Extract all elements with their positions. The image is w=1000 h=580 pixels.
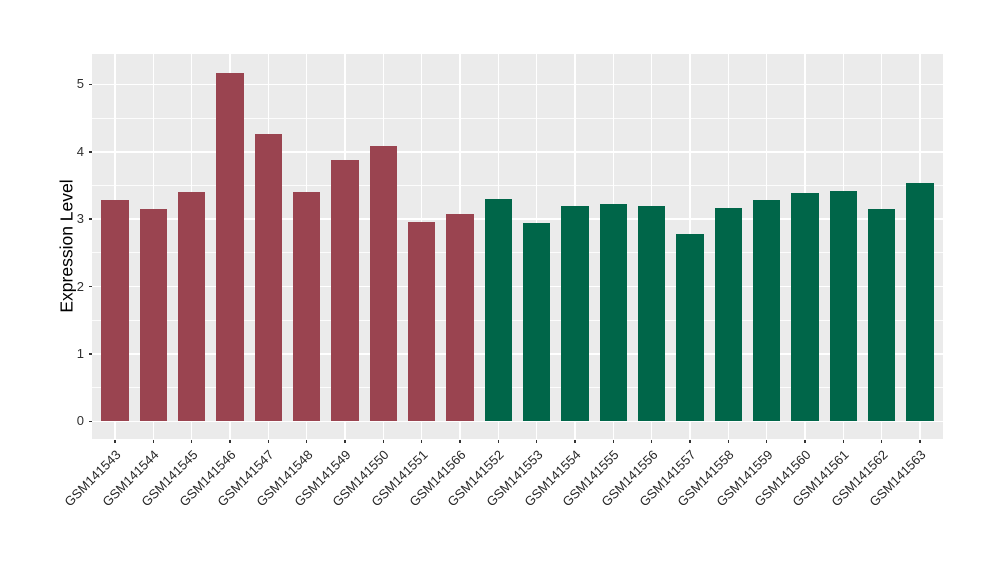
x-tick-mark	[574, 439, 576, 443]
x-tick-mark	[804, 439, 806, 443]
bar-GSM141563	[906, 182, 934, 422]
major-gridline	[92, 353, 943, 355]
y-tick-mark	[88, 420, 92, 423]
x-tick-mark	[344, 439, 346, 443]
bar-GSM141547	[254, 133, 283, 422]
y-tick-mark	[88, 151, 92, 153]
x-tick-mark	[459, 439, 461, 443]
bar-GSM141544	[139, 209, 168, 422]
y-tick-mark	[88, 218, 92, 220]
y-axis-title: Expression Level	[56, 179, 77, 313]
bar-GSM141562	[867, 209, 896, 422]
x-tick-mark	[229, 439, 231, 443]
y-tick-label: 5	[76, 76, 84, 92]
y-tick-mark	[88, 353, 92, 355]
bar-GSM141559	[752, 199, 781, 422]
y-tick-mark	[88, 285, 92, 288]
bar-GSM141548	[292, 191, 321, 422]
major-gridline	[92, 83, 943, 86]
x-tick-mark	[727, 439, 730, 443]
x-tick-mark	[765, 439, 768, 443]
minor-gridline	[92, 252, 943, 254]
x-tick-mark	[612, 439, 615, 443]
y-tick-label: 3	[76, 211, 84, 227]
y-tick-label: 1	[76, 346, 84, 362]
major-gridline	[92, 420, 943, 423]
bar-GSM141555	[599, 204, 628, 422]
minor-gridline	[92, 387, 943, 389]
x-tick-mark	[497, 439, 500, 443]
minor-gridline	[92, 184, 943, 186]
bar-GSM141549	[331, 159, 359, 422]
bar-GSM141543	[101, 200, 129, 422]
y-tick-mark	[88, 83, 92, 86]
bar-GSM141553	[522, 222, 551, 422]
bar-GSM141561	[829, 190, 858, 422]
x-tick-mark	[152, 439, 155, 443]
bar-GSM141566	[446, 213, 474, 422]
bar-GSM141551	[407, 221, 436, 422]
bar-GSM141556	[637, 206, 666, 422]
x-tick-mark	[650, 439, 653, 443]
major-gridline	[92, 285, 943, 288]
x-tick-mark	[114, 439, 116, 443]
minor-gridline	[92, 117, 943, 119]
bar-GSM141557	[676, 234, 704, 422]
x-tick-mark	[267, 439, 270, 443]
x-tick-mark	[880, 439, 883, 443]
x-tick-mark	[420, 439, 423, 443]
x-tick-mark	[535, 439, 538, 443]
major-gridline	[92, 151, 943, 153]
x-tick-mark	[919, 439, 921, 443]
minor-gridline	[92, 319, 943, 321]
bar-GSM141545	[177, 192, 206, 422]
bar-GSM141552	[484, 198, 513, 422]
x-tick-mark	[305, 439, 308, 443]
bar-GSM141558	[714, 207, 743, 422]
bar-GSM141554	[561, 205, 589, 422]
y-tick-label: 0	[76, 413, 84, 429]
bar-GSM141546	[216, 72, 244, 422]
x-tick-mark	[190, 439, 193, 443]
x-tick-mark	[842, 439, 845, 443]
bar-GSM141550	[369, 145, 398, 422]
y-tick-label: 4	[76, 143, 84, 159]
y-tick-label: 2	[76, 278, 84, 294]
major-gridline	[92, 218, 943, 220]
bar-GSM141560	[791, 192, 819, 422]
x-tick-mark	[382, 439, 385, 443]
x-tick-mark	[689, 439, 691, 443]
